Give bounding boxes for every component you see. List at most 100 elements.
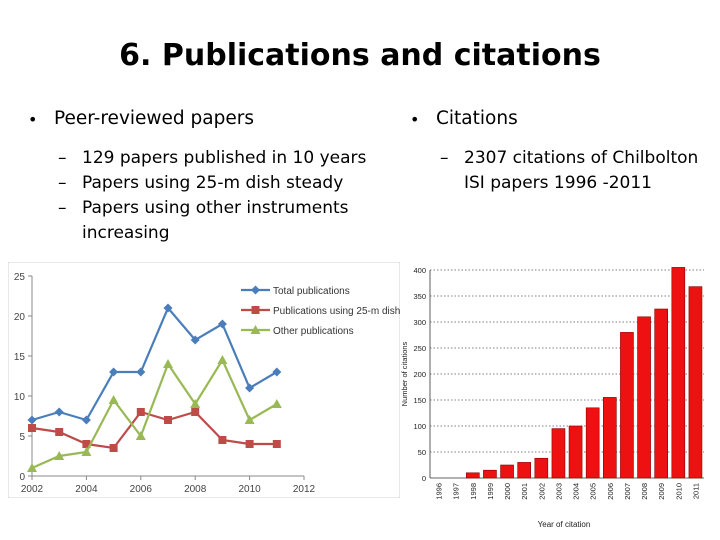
bar bbox=[637, 316, 651, 479]
bar bbox=[688, 286, 703, 479]
bullet-item: • Citations bbox=[410, 108, 715, 132]
x-tick-label: 2008 bbox=[184, 484, 207, 495]
bar bbox=[483, 469, 497, 479]
data-point-triangle bbox=[217, 355, 228, 364]
data-point-square bbox=[28, 424, 36, 432]
x-tick-label: 2012 bbox=[293, 484, 316, 495]
sub-item: – Papers using 25-m dish steady bbox=[58, 171, 388, 196]
y-tick-label: 5 bbox=[19, 432, 25, 443]
series-line bbox=[31, 410, 277, 450]
x-tick-label: 1996 bbox=[435, 483, 444, 500]
x-tick-label: 1997 bbox=[452, 483, 461, 500]
bullet-text: Peer-reviewed papers bbox=[54, 108, 254, 129]
bullet-item: • Peer-reviewed papers bbox=[28, 108, 388, 132]
bar bbox=[517, 462, 531, 479]
data-point-square bbox=[55, 428, 64, 436]
dash-icon: – bbox=[58, 198, 67, 218]
data-point-diamond bbox=[245, 383, 255, 393]
x-axis-title: Year of citation bbox=[538, 520, 591, 529]
x-tick-label: 2005 bbox=[589, 483, 598, 500]
y-tick-label: 20 bbox=[14, 312, 26, 323]
sub-list: –2307 citations of Chilbolton ISI papers… bbox=[440, 146, 715, 196]
y-tick-label: 100 bbox=[413, 422, 426, 431]
bullet-dot-icon: • bbox=[410, 110, 420, 129]
data-point-diamond bbox=[217, 319, 227, 329]
x-tick-label: 2011 bbox=[691, 483, 700, 499]
y-tick-label: 300 bbox=[413, 318, 426, 327]
y-tick-label: 0 bbox=[422, 474, 426, 483]
x-tick-label: 2006 bbox=[130, 484, 153, 495]
legend-marker bbox=[250, 325, 261, 334]
sub-item: –2307 citations of Chilbolton ISI papers… bbox=[440, 146, 715, 196]
x-tick-label: 1999 bbox=[486, 483, 495, 500]
data-point-square bbox=[245, 440, 254, 448]
data-point-square bbox=[272, 440, 281, 448]
series-line bbox=[31, 305, 278, 422]
data-point-triangle bbox=[27, 463, 37, 472]
data-point-triangle bbox=[244, 415, 255, 424]
data-point-triangle bbox=[271, 399, 282, 408]
y-tick-label: 350 bbox=[413, 292, 426, 301]
x-tick-label: 2000 bbox=[503, 483, 512, 500]
data-point-triangle bbox=[81, 447, 92, 456]
y-tick-label: 0 bbox=[19, 472, 25, 483]
slide-title: 6. Publications and citations bbox=[119, 38, 601, 73]
chart-frame bbox=[8, 262, 400, 498]
legend-label: Other publications bbox=[273, 326, 354, 337]
y-tick-label: 25 bbox=[14, 272, 26, 283]
data-point-triangle bbox=[108, 395, 119, 404]
data-point-square bbox=[82, 440, 91, 448]
data-point-square bbox=[136, 408, 145, 416]
sub-text: 2307 citations of Chilbolton ISI papers … bbox=[464, 148, 699, 193]
x-tick-label: 2007 bbox=[623, 483, 632, 500]
x-tick-label: 2002 bbox=[537, 483, 546, 500]
x-tick-label: 2004 bbox=[75, 484, 98, 495]
sub-item: – Papers using other instruments increasi… bbox=[58, 196, 388, 246]
data-point-triangle bbox=[163, 359, 173, 368]
x-tick-label: 2004 bbox=[572, 483, 581, 500]
bar bbox=[568, 425, 583, 479]
x-tick-label: 1998 bbox=[469, 483, 478, 500]
right-column: • Citations –2307 citations of Chilbolto… bbox=[410, 108, 715, 196]
data-point-diamond bbox=[27, 415, 37, 425]
y-tick-label: 15 bbox=[14, 352, 26, 363]
data-point-square bbox=[218, 436, 227, 444]
legend-label: Publications using 25-m dish bbox=[273, 306, 400, 317]
bar bbox=[551, 428, 566, 479]
bar bbox=[654, 308, 668, 479]
legend-marker bbox=[251, 306, 260, 314]
series-line bbox=[31, 357, 278, 470]
data-point-square bbox=[109, 444, 118, 452]
data-point-diamond bbox=[272, 367, 282, 377]
y-tick-label: 150 bbox=[413, 396, 426, 405]
sub-text: Papers using other instruments increasin… bbox=[82, 198, 349, 243]
bar bbox=[603, 397, 617, 479]
data-point-diamond bbox=[190, 335, 200, 345]
bar bbox=[671, 267, 686, 479]
dash-icon: – bbox=[440, 148, 449, 168]
data-point-triangle bbox=[135, 431, 146, 440]
x-tick-label: 2010 bbox=[238, 484, 261, 495]
bar bbox=[620, 332, 634, 479]
legend-label: Total publications bbox=[273, 286, 350, 297]
bar bbox=[585, 407, 600, 479]
legend-marker bbox=[251, 285, 260, 295]
left-column: • Peer-reviewed papers –129 papers publi… bbox=[28, 108, 388, 246]
x-tick-label: 2002 bbox=[21, 484, 44, 495]
data-point-triangle bbox=[54, 451, 65, 460]
bullet-dot-icon: • bbox=[28, 110, 38, 129]
y-tick-label: 10 bbox=[14, 392, 26, 403]
bar bbox=[534, 457, 549, 479]
y-axis-title: Number of citations bbox=[400, 341, 409, 406]
sub-item: –129 papers published in 10 years bbox=[58, 146, 388, 171]
bar bbox=[466, 472, 480, 479]
x-tick-label: 2010 bbox=[674, 483, 683, 500]
data-point-square bbox=[191, 408, 200, 416]
y-tick-label: 200 bbox=[413, 370, 426, 379]
x-tick-label: 2001 bbox=[520, 483, 529, 500]
citations-bar-chart: 0 50 100 150 200 250 300 350 400 1996 1997 1998 1999… bbox=[400, 266, 704, 529]
dash-icon: – bbox=[58, 173, 67, 193]
data-point-triangle bbox=[190, 399, 201, 408]
x-tick-label: 2009 bbox=[657, 483, 666, 500]
publications-line-chart: 0 5 10 15 20 25 2002 2004 2006 2008 2010 2012 Total … bbox=[8, 262, 400, 498]
